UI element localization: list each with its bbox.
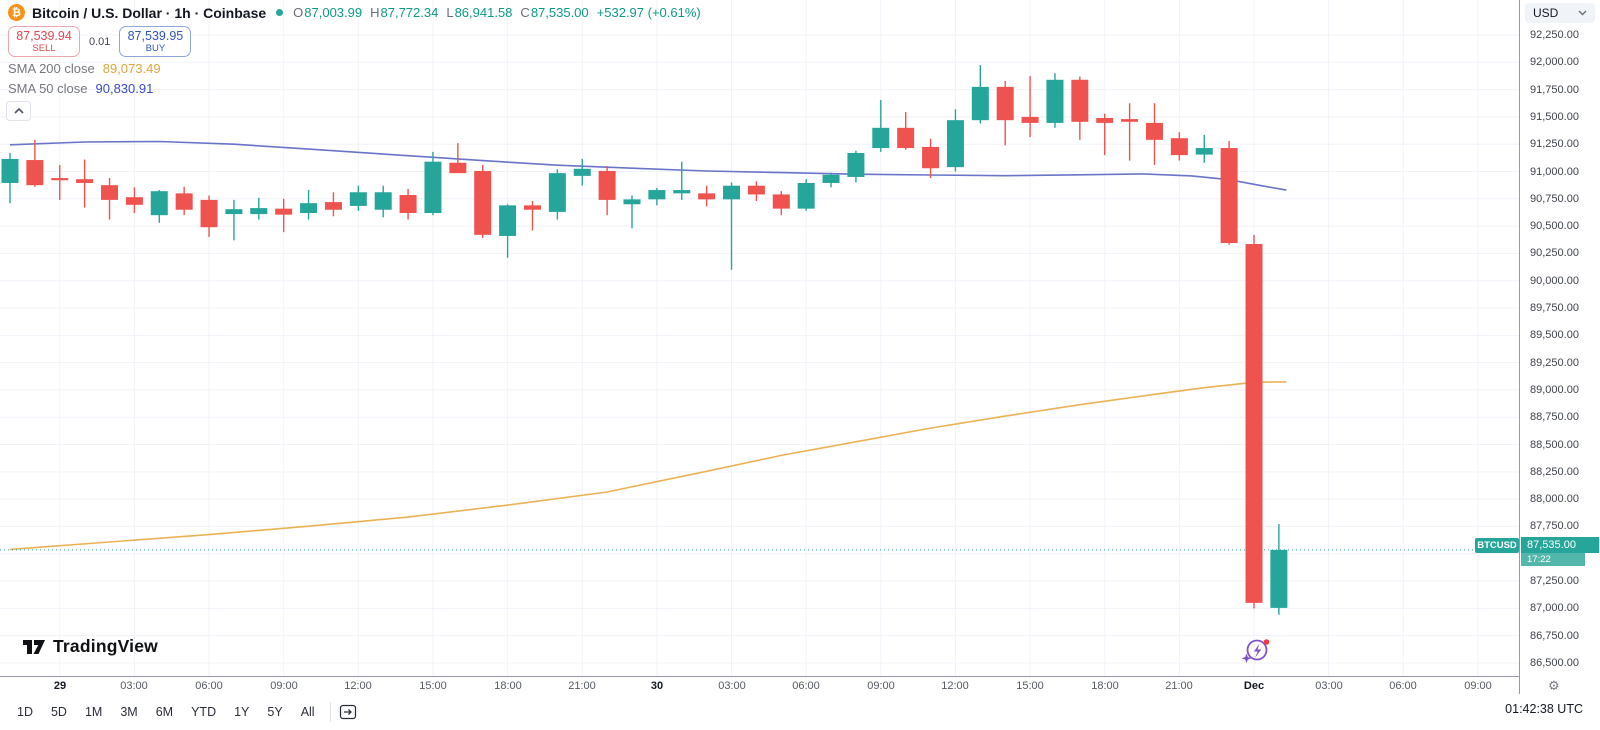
grid-lines	[0, 0, 1519, 676]
tradingview-logo[interactable]: TradingView	[22, 635, 158, 657]
indicator-legend-sma50[interactable]: SMA 50 close 90,830.91	[8, 81, 154, 96]
price-axis-label: 88,750.00	[1530, 411, 1579, 423]
calendar-arrow-icon	[339, 704, 356, 720]
time-axis-label: 15:00	[419, 680, 447, 692]
time-axis-label: 03:00	[120, 680, 148, 692]
time-axis[interactable]: 29 03:00 06:00 09:00 12:00 15:00 18:00 21:00 30 0…	[0, 676, 1600, 695]
price-axis-label: 92,000.00	[1530, 56, 1579, 68]
change-value: +532.97 (+0.61%)	[596, 5, 701, 20]
price-axis-label: 86,500.00	[1530, 657, 1579, 669]
high-value: 87,772.34	[380, 5, 439, 20]
price-axis-label: 88,000.00	[1530, 493, 1579, 505]
low-value: 86,941.58	[454, 5, 513, 20]
bitcoin-logo-icon: ₿	[8, 4, 25, 21]
time-axis-label: Dec	[1243, 680, 1265, 692]
price-axis-label: 91,500.00	[1530, 111, 1579, 123]
price-axis-label: 88,250.00	[1530, 466, 1579, 478]
time-axis-label: 21:00	[1165, 680, 1193, 692]
chevron-up-icon	[13, 107, 24, 114]
symbol-title[interactable]: Bitcoin / U.S. Dollar · 1h · Coinbase	[32, 4, 267, 21]
time-axis-label: 06:00	[792, 680, 820, 692]
price-axis-label: 90,750.00	[1530, 193, 1579, 205]
range-button-1d[interactable]: 1D	[17, 705, 33, 719]
time-axis-label: 03:00	[1315, 680, 1343, 692]
sma200-value: 89,073.49	[102, 61, 161, 76]
sma50-value: 90,830.91	[95, 81, 154, 96]
watermark-text: TradingView	[53, 635, 158, 656]
gear-icon[interactable]: ⚙	[1548, 679, 1560, 694]
price-axis-label: 86,750.00	[1530, 630, 1579, 642]
time-axis-label: 21:00	[568, 680, 596, 692]
clock-utc[interactable]: 01:42:38 UTC	[1505, 702, 1583, 716]
close-value: 87,535.00	[530, 5, 589, 20]
price-axis-label: 87,000.00	[1530, 602, 1579, 614]
sma-lines	[0, 140, 1519, 551]
time-axis-label: 09:00	[270, 680, 298, 692]
bar-countdown: 17:22	[1521, 552, 1585, 566]
buy-button[interactable]: 87,539.95 BUY	[119, 26, 192, 57]
time-axis-label: 12:00	[344, 680, 372, 692]
price-line-symbol-tag: BTCUSD	[1475, 537, 1519, 553]
chevron-down-icon	[1578, 10, 1587, 16]
market-status-dot-icon[interactable]	[276, 9, 284, 16]
toolbar-divider	[329, 702, 331, 722]
price-axis-label: 90,500.00	[1530, 220, 1579, 232]
tradingview-logo-icon	[23, 640, 45, 654]
range-button-3m[interactable]: 3M	[120, 705, 138, 719]
time-axis-label: 29	[53, 680, 67, 692]
time-axis-label: 12:00	[941, 680, 969, 692]
bottom-toolbar: 1D 5D 1M 3M 6M YTD 1Y 5Y All 01:42:38 UTC	[0, 694, 1600, 730]
time-axis-label: 30	[650, 680, 664, 692]
time-axis-label: 06:00	[195, 680, 223, 692]
time-axis-label: 03:00	[718, 680, 746, 692]
price-axis-label: 87,250.00	[1530, 575, 1579, 587]
price-axis-label: 92,250.00	[1530, 29, 1579, 41]
time-axis-label: 15:00	[1016, 680, 1044, 692]
price-axis-label: 91,750.00	[1530, 84, 1579, 96]
price-axis-label: 89,250.00	[1530, 357, 1579, 369]
sma50-line	[9, 140, 1287, 191]
time-axis-label: 06:00	[1389, 680, 1417, 692]
order-panel: 87,539.94 SELL 0.01 87,539.95 BUY	[8, 26, 192, 57]
price-axis-label: 87,750.00	[1530, 520, 1579, 532]
range-button-5y[interactable]: 5Y	[267, 705, 283, 719]
range-button-6m[interactable]: 6M	[155, 705, 174, 719]
time-axis-label: 09:00	[1464, 680, 1492, 692]
price-axis-label: 89,750.00	[1530, 302, 1579, 314]
sell-button[interactable]: 87,539.94 SELL	[8, 26, 80, 57]
time-axis-label: 18:00	[494, 680, 522, 692]
price-axis-label: 89,000.00	[1530, 384, 1579, 396]
last-price-label: 87,535.00	[1521, 536, 1599, 553]
time-axis-label: 18:00	[1091, 680, 1119, 692]
candles	[1, 65, 1288, 615]
range-button-1m[interactable]: 1M	[84, 705, 103, 719]
ohlc-values: O87,003.99 H87,772.34 L86,941.58 C87,535…	[293, 5, 701, 20]
collapse-legend-button[interactable]	[6, 101, 31, 121]
candlestick-chart[interactable]	[0, 0, 1519, 676]
price-axis-label: 88,500.00	[1530, 439, 1579, 451]
range-button-ytd[interactable]: YTD	[191, 705, 217, 719]
go-to-date-button[interactable]	[339, 703, 358, 721]
chart-canvas[interactable]	[0, 0, 1519, 676]
range-button-all[interactable]: All	[300, 705, 315, 719]
currency-selector[interactable]: USD	[1525, 3, 1595, 23]
price-axis-label: 90,000.00	[1530, 275, 1579, 287]
open-value: 87,003.99	[304, 5, 363, 20]
time-axis-label: 09:00	[867, 680, 895, 692]
price-axis[interactable]: USD 87,535.00 17:22 ⚙ 92,250.00 92,000.00…	[1519, 0, 1600, 694]
price-axis-label: 91,000.00	[1530, 166, 1579, 178]
price-axis-label: 91,250.00	[1530, 138, 1579, 150]
range-button-1y[interactable]: 1Y	[234, 705, 250, 719]
spread-value: 0.01	[89, 35, 111, 48]
indicator-legend-sma200[interactable]: SMA 200 close 89,073.49	[8, 61, 161, 76]
range-button-5d[interactable]: 5D	[50, 705, 67, 719]
price-axis-label: 89,500.00	[1530, 329, 1579, 341]
event-lightning-icon[interactable]	[1241, 639, 1270, 664]
sma200-line	[9, 381, 1287, 551]
price-axis-label: 90,250.00	[1530, 247, 1579, 259]
